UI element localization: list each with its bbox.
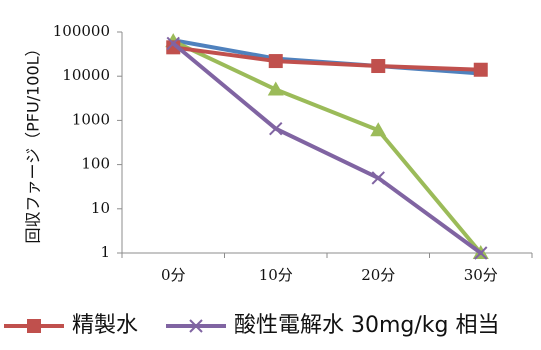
legend-label: 精製水 [72, 313, 138, 338]
x-tick-label: 10分 [259, 266, 293, 284]
data-point [269, 121, 283, 136]
series-3 [166, 36, 488, 260]
data-point [371, 59, 386, 74]
y-axis-title: 回収ファージ（PFU/100L） [24, 40, 43, 243]
legend-marker [189, 319, 203, 333]
y-tick-label: 100000 [53, 22, 110, 40]
data-point [371, 171, 385, 185]
y-tick-labels: 1 10 100 1000 10000 100000 [53, 22, 122, 261]
y-tick-label: 100 [81, 155, 110, 173]
legend-marker-stroke [189, 319, 203, 333]
data-point [474, 246, 488, 260]
data-point-stroke [371, 171, 385, 185]
x-tick-labels: 0分 10分 20分 30分 [121, 253, 533, 284]
data-point [268, 54, 283, 69]
series-line [171, 39, 483, 255]
series-2 [166, 40, 488, 77]
y-tick-label: 10 [91, 199, 110, 217]
y-tick-label: 10000 [62, 66, 110, 84]
x-tick-label: 20分 [361, 266, 395, 284]
series-line [171, 45, 483, 72]
data-point [166, 36, 180, 51]
data-point-stroke [474, 246, 488, 260]
data-point [370, 122, 387, 137]
data-point-stroke [166, 36, 180, 51]
data-point-stroke [269, 121, 283, 136]
data-point [267, 81, 284, 96]
x-tick-label: 30分 [464, 266, 498, 284]
series-lines [165, 33, 489, 260]
x-tick-label: 0分 [161, 266, 186, 284]
legend-marker [27, 319, 41, 333]
series-line [171, 41, 483, 255]
y-tick-label: 1 [100, 243, 110, 261]
legend: 精製水 酸性電解水 30mg/kg 相当 [4, 313, 500, 338]
legend-item: 精製水 [4, 313, 138, 338]
data-point [473, 62, 488, 77]
y-tick-label: 1000 [72, 110, 110, 128]
legend-label: 酸性電解水 30mg/kg 相当 [234, 313, 500, 338]
legend-item: 酸性電解水 30mg/kg 相当 [166, 313, 500, 338]
